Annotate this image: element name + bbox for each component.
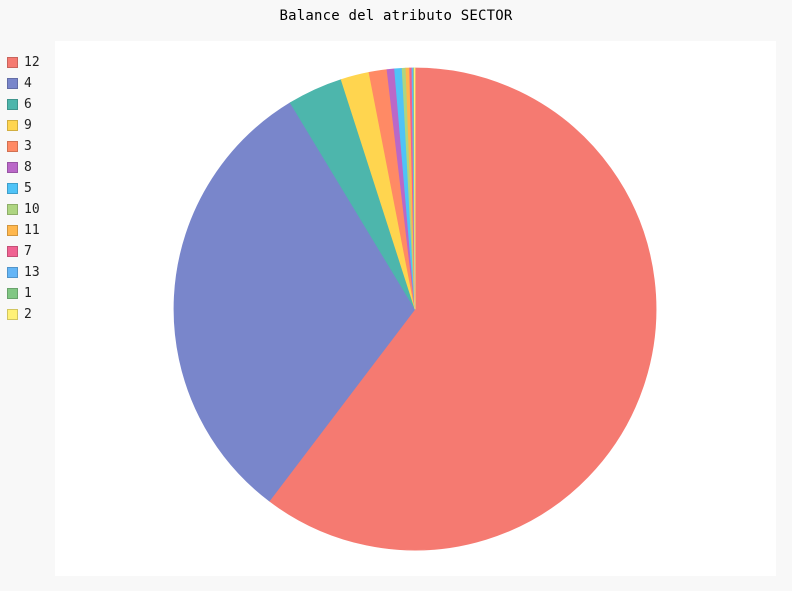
pie-slice-4[interactable] [173, 102, 416, 502]
legend-swatch [7, 99, 18, 110]
legend-label: 8 [24, 160, 32, 175]
legend-swatch [7, 57, 18, 68]
legend-label: 11 [24, 223, 40, 238]
legend-item-12[interactable]: 12 [7, 52, 40, 73]
legend-label: 12 [24, 55, 40, 70]
legend: 12 4 6 9 3 8 5 10 11 7 13 1 2 [7, 52, 40, 325]
legend-item-4[interactable]: 4 [7, 73, 40, 94]
legend-swatch [7, 267, 18, 278]
legend-item-9[interactable]: 9 [7, 115, 40, 136]
legend-label: 2 [24, 307, 32, 322]
legend-swatch [7, 246, 18, 257]
legend-label: 5 [24, 181, 32, 196]
legend-label: 4 [24, 76, 32, 91]
legend-label: 7 [24, 244, 32, 259]
legend-item-6[interactable]: 6 [7, 94, 40, 115]
legend-swatch [7, 162, 18, 173]
legend-item-11[interactable]: 11 [7, 220, 40, 241]
legend-label: 9 [24, 118, 32, 133]
legend-item-10[interactable]: 10 [7, 199, 40, 220]
legend-label: 1 [24, 286, 32, 301]
legend-label: 10 [24, 202, 40, 217]
legend-item-7[interactable]: 7 [7, 241, 40, 262]
legend-item-2[interactable]: 2 [7, 304, 40, 325]
legend-swatch [7, 141, 18, 152]
legend-swatch [7, 183, 18, 194]
legend-item-1[interactable]: 1 [7, 283, 40, 304]
legend-label: 3 [24, 139, 32, 154]
legend-swatch [7, 288, 18, 299]
chart-title: Balance del atributo SECTOR [279, 8, 513, 24]
legend-swatch [7, 309, 18, 320]
legend-swatch [7, 225, 18, 236]
pie-slice-12[interactable] [268, 67, 657, 551]
legend-item-13[interactable]: 13 [7, 262, 40, 283]
legend-swatch [7, 78, 18, 89]
legend-item-5[interactable]: 5 [7, 178, 40, 199]
pie-slice-2[interactable] [413, 67, 416, 310]
legend-item-8[interactable]: 8 [7, 157, 40, 178]
legend-swatch [7, 120, 18, 131]
legend-item-3[interactable]: 3 [7, 136, 40, 157]
legend-swatch [7, 204, 18, 215]
legend-label: 13 [24, 265, 40, 280]
legend-label: 6 [24, 97, 32, 112]
